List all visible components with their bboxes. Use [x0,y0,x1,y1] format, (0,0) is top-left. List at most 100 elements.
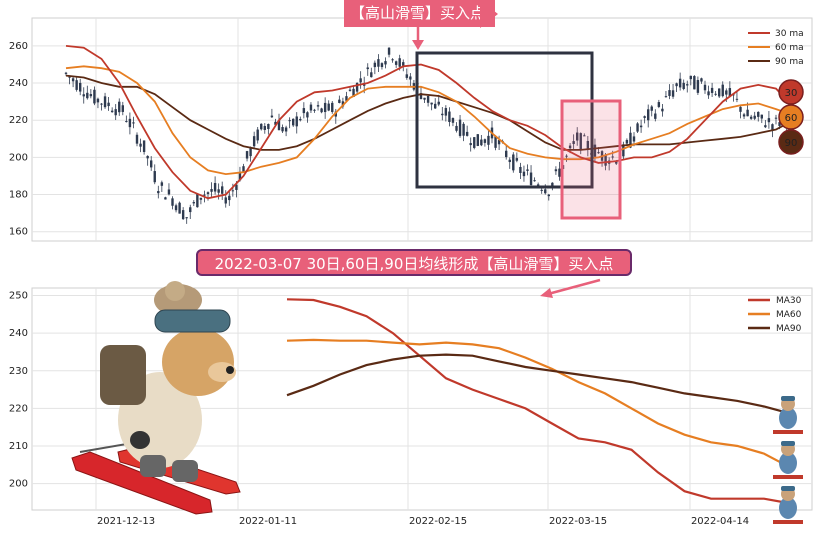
candle-body [323,102,327,113]
bottom-y-tick-label: 210 [9,441,28,452]
mini-hat-icon [781,396,795,401]
candle-body [558,168,561,177]
mini-body-icon [779,452,797,474]
candle-body [771,124,774,131]
ma-badge-circle [778,129,804,155]
candle-body [611,156,614,158]
candle-body [757,111,760,117]
candle-body [508,159,511,163]
candle-body [696,80,700,93]
candle-body [107,102,110,107]
candle-body [132,122,135,124]
bottom-y-tick-label: 240 [9,328,28,339]
candle-body [245,151,249,159]
candle-body [189,207,192,213]
mid-banner: 2022-03-07 30日,60日,90日均线形成【高山滑雪】买入点 [196,249,632,276]
candle-body [735,98,739,100]
top-banner: 【高山滑雪】买入点 [344,0,496,27]
candle-body [678,78,682,88]
candle-body [728,88,732,97]
candle-body [153,171,156,183]
candle-body [572,141,575,145]
top-arrow-head-icon [412,40,424,50]
candle-body [118,101,121,113]
candle-body [228,195,231,201]
candle-body [682,82,685,90]
candle-body [384,61,387,65]
mini-ski-icon [773,430,803,434]
candle-body [650,106,653,111]
candle-body [288,120,291,122]
candle-body [661,108,664,112]
candle-body [576,132,579,141]
candle-body [181,210,185,220]
candle-body [139,143,142,147]
skiing-dog-illustration [71,281,241,515]
candle-body [348,89,352,91]
candle-body [150,160,153,168]
candle-body [352,88,355,97]
top-legend-label: 90 ma [775,57,804,67]
ski-boot-icon [140,455,166,477]
series-line-ma30 [286,298,786,504]
candle-body [210,189,213,192]
candle-body [739,106,742,112]
candle-body [455,125,458,131]
candle-body [192,202,195,204]
candle-body [444,108,448,116]
candle-body [473,137,476,148]
candle-body [142,140,146,152]
mini-skier-icon [773,396,803,434]
candle-body [597,152,600,154]
candle-body [725,90,728,95]
candle-body [103,96,107,108]
candle-body [515,158,519,161]
candle-body [398,58,401,67]
bottom-legend-label: MA30 [776,296,802,306]
candle-body [749,116,753,119]
candle-body [675,83,678,87]
hat-pompom-icon [165,281,185,301]
candle-body [341,101,345,107]
candle-body [462,123,465,136]
candle-body [196,193,199,208]
candle-body [292,118,295,126]
candle-body [519,166,522,173]
series-line-ma90 [286,353,786,414]
candle-body [128,118,132,128]
candle-body [274,121,277,125]
candle-body [636,123,639,132]
candle-body [373,62,377,68]
backpack-icon [100,345,146,405]
candle-body [380,63,384,68]
candle-body [615,160,618,164]
top-banner-arrow-icon [480,0,498,28]
bottom-y-tick-label: 220 [9,403,28,414]
candle-body [437,101,440,105]
top-ma90-line [65,74,788,151]
ma-badge-label: 60 [785,113,798,124]
candle-body [224,197,227,204]
mid-arrow-shaft [547,278,601,296]
candle-body [260,123,263,130]
ski-goggles-icon [154,309,231,333]
candle-body [64,72,68,74]
top-legend-label: 30 ma [775,29,804,39]
candle-body [125,121,128,123]
candle-body [306,112,309,118]
candle-body [767,118,771,123]
candle-body [178,202,181,214]
ma-badge-label: 30 [785,88,798,99]
candle-body [693,76,696,90]
dark-highlight-box [415,51,594,189]
candle-body [267,123,270,130]
top-ma60-line [65,65,787,176]
candle-body [441,113,444,116]
x-tick-label: 2022-04-14 [691,516,749,527]
dog-paw-icon [130,431,150,449]
mini-skier-icon [773,486,803,524]
candle-body [160,182,164,186]
candle-body [764,125,767,128]
candle-body [338,99,341,103]
candle-body [547,194,550,197]
